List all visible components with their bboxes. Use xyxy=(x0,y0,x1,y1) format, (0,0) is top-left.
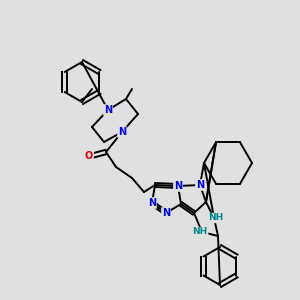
Text: O: O xyxy=(85,151,93,161)
Text: NH: NH xyxy=(192,227,208,236)
Text: N: N xyxy=(104,105,112,115)
Text: N: N xyxy=(196,180,204,190)
Text: N: N xyxy=(162,208,170,218)
Text: N: N xyxy=(174,181,182,191)
Text: N: N xyxy=(118,127,126,137)
Text: NH: NH xyxy=(208,214,224,223)
Text: N: N xyxy=(148,198,156,208)
